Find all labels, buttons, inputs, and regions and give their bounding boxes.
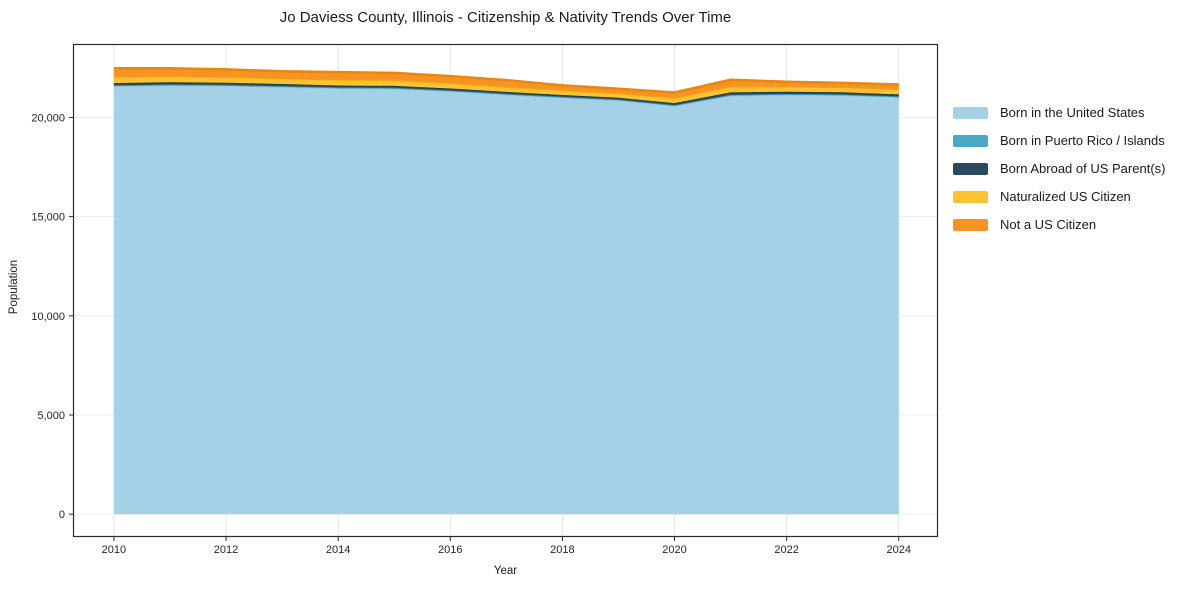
legend-label: Not a US Citizen [1000, 217, 1097, 232]
x-tick-label: 2018 [550, 544, 574, 556]
x-tick-label: 2024 [887, 544, 911, 556]
legend-label: Born in Puerto Rico / Islands [1000, 133, 1165, 148]
x-axis-label: Year [493, 565, 518, 577]
legend-swatch-born-abroad [953, 162, 988, 175]
legend-label: Born Abroad of US Parent(s) [1000, 161, 1166, 176]
legend: Born in the United States Born in Puerto … [953, 104, 1165, 244]
area-naturalized [113, 76, 899, 104]
legend-swatch-born-us [953, 106, 988, 119]
stacked-areas [113, 66, 899, 515]
legend-item-born-pr-islands: Born in Puerto Rico / Islands [953, 132, 1165, 149]
legend-item-naturalized: Naturalized US Citizen [953, 188, 1165, 205]
x-tick-label: 2016 [438, 544, 462, 556]
x-tick-label: 2020 [662, 544, 686, 556]
x-tick-label: 2010 [102, 544, 126, 556]
area-born-us [113, 85, 899, 515]
y-tick-label: 5,000 [37, 410, 65, 422]
y-tick-label: 20,000 [31, 112, 65, 124]
legend-item-born-abroad: Born Abroad of US Parent(s) [953, 160, 1165, 177]
legend-swatch-not-citizen [953, 218, 988, 231]
y-tick-label: 10,000 [31, 311, 65, 323]
legend-label: Born in the United States [1000, 105, 1145, 120]
y-tick-label: 0 [59, 509, 65, 521]
legend-item-born-us: Born in the United States [953, 104, 1165, 121]
legend-item-not-citizen: Not a US Citizen [953, 216, 1165, 233]
y-tick-label: 15,000 [31, 212, 65, 224]
area-born-abroad [113, 82, 899, 106]
line-not-citizen [113, 66, 899, 94]
x-tick-label: 2022 [774, 544, 798, 556]
area-not-citizen [113, 68, 899, 99]
x-tick-label: 2012 [214, 544, 238, 556]
axis-ticks: 2010 2012 2014 2016 2018 2020 2022 2024 0 5,000 10… [31, 112, 911, 556]
plot-border [72, 43, 939, 538]
legend-swatch-naturalized [953, 190, 988, 203]
legend-swatch-born-pr-islands [953, 134, 988, 147]
chart-title: Jo Daviess County, Illinois - Citizenshi… [279, 9, 732, 26]
legend-label: Naturalized US Citizen [1000, 189, 1131, 204]
x-tick-label: 2014 [326, 544, 350, 556]
